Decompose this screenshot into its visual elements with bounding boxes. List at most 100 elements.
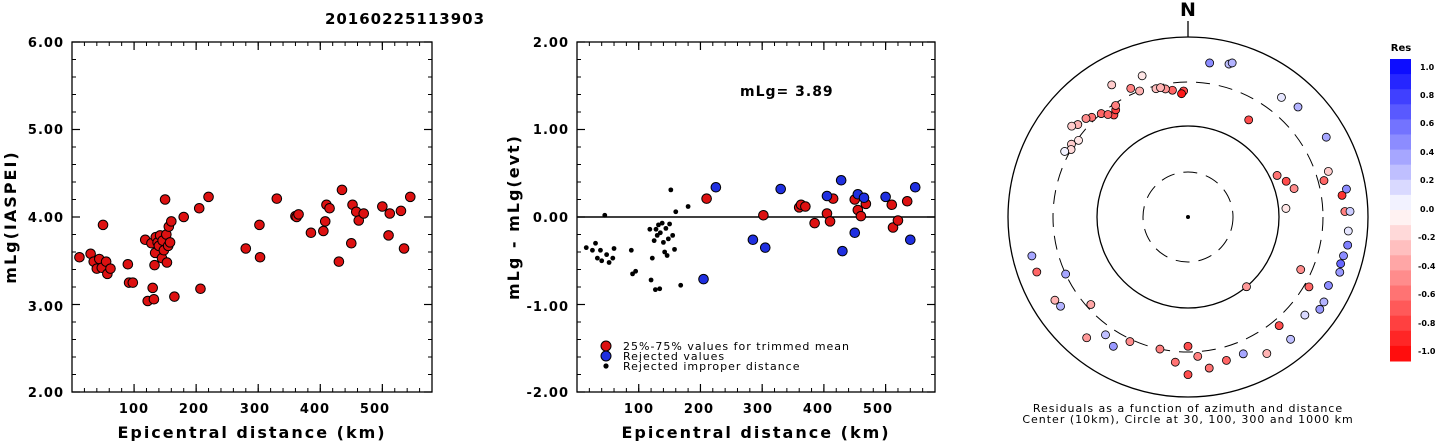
polar-point: [1293, 102, 1303, 112]
y-tick-label: 0.00: [533, 211, 569, 226]
y-tick-labels: 2.00 1.00 0.00 -1.00 -2.00: [527, 36, 569, 401]
y-axis-label: mLg - mLg(evt): [504, 134, 523, 300]
polar-point: [1183, 341, 1193, 351]
y-tick-labels: 6.00 5.00 4.00 3.00 2.00: [28, 36, 64, 401]
x-tick-labels: 100 200 300 400 500: [624, 402, 893, 417]
rejected-distance-point: [594, 255, 600, 261]
polar-point: [1126, 84, 1136, 93]
polar-caption-line-1: Residuals as a function of azimuth and d…: [1033, 402, 1343, 415]
trimmed-mean-point: [892, 215, 904, 226]
data-points: [74, 184, 416, 307]
x-tick-label: 400: [803, 402, 833, 417]
rejected-distance-point: [653, 226, 659, 232]
data-point: [203, 191, 214, 203]
colorbar-label: 0.0: [1420, 205, 1435, 214]
colorbar-cell: [1390, 134, 1411, 151]
colorbar-label: 0.2: [1420, 176, 1434, 185]
polar-point: [1343, 240, 1353, 250]
data-point: [148, 293, 160, 305]
data-points: [583, 174, 921, 293]
data-point: [271, 193, 283, 204]
x-tick-label: 300: [240, 402, 270, 417]
rejected-distance-point: [670, 232, 676, 238]
trimmed-mean-point: [824, 216, 836, 227]
x-tick-label: 500: [863, 402, 893, 417]
x-tick-label: 100: [119, 402, 149, 417]
polar-point: [1108, 341, 1118, 351]
rejected-distance-point: [610, 255, 616, 261]
polar-point: [1183, 370, 1193, 380]
polar-point: [1343, 226, 1353, 236]
y-axis-label: mLg(IASPEI): [1, 150, 20, 283]
data-point: [358, 208, 370, 219]
rejected-distance-point: [665, 236, 671, 242]
legend-marker-improper: [603, 363, 609, 369]
y-tick-label: 3.00: [28, 300, 64, 315]
data-point: [169, 291, 180, 302]
data-point: [195, 283, 206, 295]
rejected-distance-point: [602, 212, 608, 218]
mean-magnitude-annotation: mLg= 3.89: [740, 84, 834, 100]
legend-label-rejected: Rejected values: [623, 350, 725, 363]
colorbar-cell: [1390, 210, 1411, 226]
residual-colorbar: Res 1.0 0.8 0.6 0.4 0.2 0.0 -0.2 -0.4 -0…: [1390, 43, 1436, 362]
rejected-distance-point: [678, 282, 684, 288]
data-point: [398, 243, 410, 254]
north-label: N: [1180, 0, 1196, 21]
rejected-distance-point: [664, 253, 670, 258]
magnitude-chart: 6.00 5.00 4.00 3.00 2.00 100 200 300 400…: [1, 36, 433, 441]
colorbar-cell: [1390, 255, 1411, 271]
rejected-distance-point: [673, 209, 679, 215]
rejected-point: [858, 192, 870, 204]
polar-point: [1107, 80, 1117, 90]
data-point: [318, 225, 329, 237]
data-point: [395, 205, 407, 217]
colorbar-label: -0.2: [1418, 233, 1436, 242]
polar-point: [1135, 86, 1145, 96]
data-point: [74, 251, 85, 263]
y-tick-label: 2.00: [28, 386, 64, 401]
rejected-point: [880, 191, 891, 203]
polar-point: [1286, 334, 1296, 344]
rejected-point: [775, 183, 786, 195]
rejected-distance-point: [599, 258, 605, 264]
polar-point: [1156, 83, 1165, 93]
center-marker: [1186, 215, 1190, 219]
colorbar-label: -0.6: [1418, 290, 1436, 299]
polar-point: [1345, 206, 1355, 216]
polar-point: [1081, 114, 1091, 123]
polar-point: [1177, 89, 1186, 99]
rejected-distance-point: [656, 222, 661, 228]
colorbar-cell: [1390, 59, 1411, 75]
polar-point: [1032, 267, 1042, 277]
rejected-distance-point: [652, 287, 658, 293]
rejected-distance-point: [633, 268, 639, 274]
y-tick-label: 2.00: [533, 36, 569, 51]
colorbar-cell: [1390, 225, 1411, 241]
colorbar-cell: [1390, 345, 1411, 362]
polar-point: [1281, 204, 1291, 213]
legend-label-improper: Rejected improper distance: [623, 360, 801, 373]
polar-point: [1056, 301, 1065, 311]
polar-point: [1315, 304, 1325, 314]
x-tick-label: 100: [624, 402, 654, 417]
data-point: [105, 263, 116, 274]
colorbar-label: 0.4: [1420, 148, 1435, 157]
x-tick-label: 200: [179, 402, 209, 417]
x-tick-labels: 100 200 300 400 500: [119, 402, 389, 417]
rejected-point: [710, 181, 722, 193]
polar-point: [1204, 363, 1214, 373]
data-point: [149, 259, 160, 271]
colorbar-cell: [1390, 300, 1411, 317]
polar-point: [1137, 71, 1147, 81]
polar-point: [1168, 85, 1177, 95]
rejected-distance-point: [628, 247, 634, 253]
polar-point: [1238, 349, 1248, 359]
rejected-distance-point: [604, 252, 610, 258]
polar-point: [1242, 282, 1251, 292]
colorbar-cell: [1390, 270, 1411, 286]
colorbar-cell: [1390, 89, 1411, 105]
polar-point: [1074, 135, 1083, 145]
plot-frame: [71, 41, 433, 393]
polar-point: [1193, 351, 1203, 361]
